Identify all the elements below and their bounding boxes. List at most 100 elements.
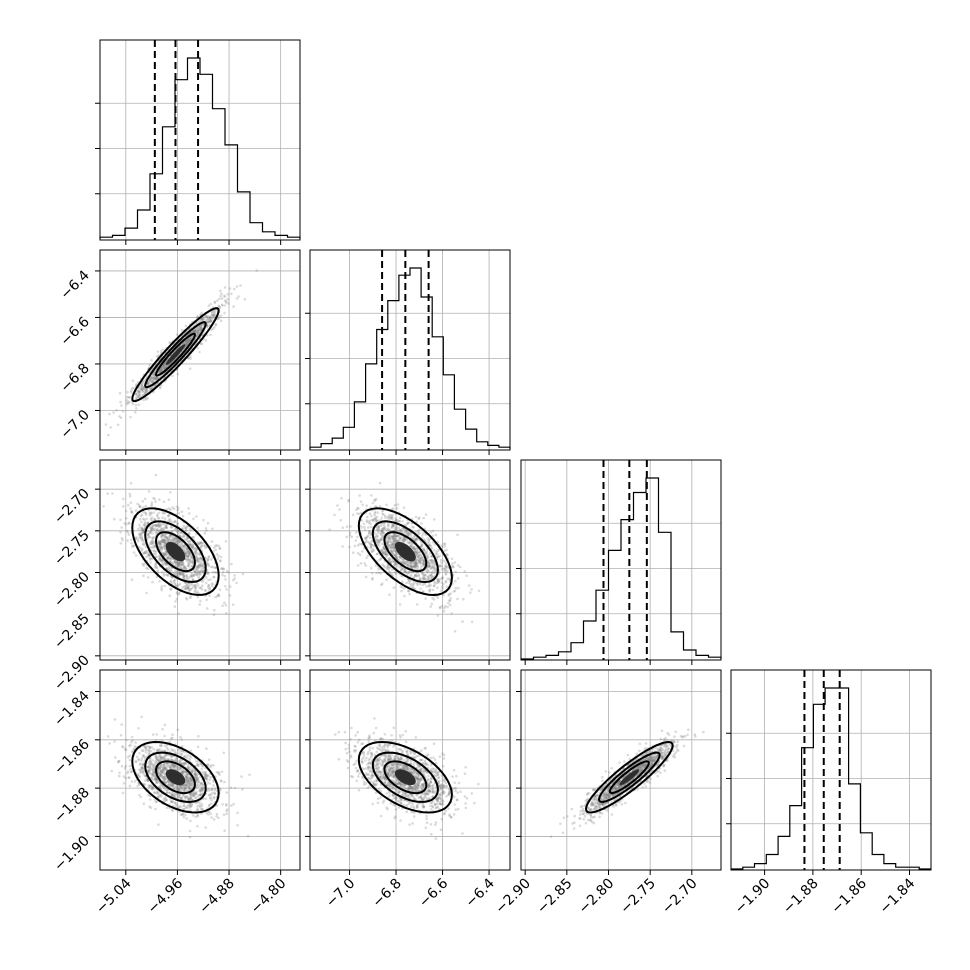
scatter-point [415,516,418,519]
scatter-point [383,548,386,551]
scatter-point [233,577,236,580]
scatter-point [160,589,163,592]
scatter-point [221,803,224,806]
scatter-point [157,350,160,353]
scatter-point [373,514,376,517]
scatter-point [422,577,425,580]
scatter-point [205,339,208,342]
scatter-point [145,505,148,508]
scatter-panel-2-1 [305,460,510,665]
scatter-point [396,564,399,567]
scatter-point [205,319,208,322]
scatter-point [177,543,180,546]
scatter-point [195,548,198,551]
scatter-point [108,413,111,416]
scatter-point [153,511,156,514]
scatter-point [121,537,124,540]
scatter-point [333,514,336,517]
scatter-point [410,574,413,577]
scatter-point [159,387,162,390]
scatter-point [208,304,211,307]
scatter-point [196,825,199,828]
scatter-point [183,567,186,570]
scatter-point [129,768,132,771]
scatter-point [130,482,133,485]
scatter-point [136,503,139,506]
scatter-point [130,391,133,394]
scatter-point [196,556,199,559]
scatter-point [224,304,227,307]
scatter-point [421,534,424,537]
scatter-point [199,794,202,797]
scatter-point [165,526,168,529]
scatter-point [401,520,404,523]
scatter-point [233,574,236,577]
scatter-point [390,526,393,529]
scatter-point [219,547,222,550]
scatter-point [445,581,448,584]
scatter-panel-2-0 [95,460,300,665]
scatter-point [397,535,400,538]
scatter-point [390,517,393,520]
scatter-point [422,563,425,566]
scatter-point [443,570,446,573]
scatter-point [183,585,186,588]
scatter-point [410,566,413,569]
scatter-point [221,604,224,607]
scatter-point [399,537,402,540]
scatter-point [396,507,399,510]
scatter-point [454,580,457,583]
scatter-point [440,590,443,593]
scatter-point [345,536,348,539]
scatter-point [403,587,406,590]
scatter-point [186,560,189,563]
scatter-point [145,592,148,595]
scatter-point [197,596,200,599]
scatter-point [381,582,384,585]
scatter-point [209,320,212,323]
scatter-point [357,564,360,567]
scatter-point [187,590,190,593]
scatter-point [366,536,369,539]
scatter-point [189,357,192,360]
scatter-point [386,566,389,569]
scatter-point [236,824,239,827]
scatter-point [431,603,434,606]
scatter-point [350,536,353,539]
scatter-point [426,585,429,588]
scatter-point [114,756,117,759]
scatter-point [399,517,402,520]
scatter-point [383,524,386,527]
scatter-point [400,568,403,571]
scatter-point [219,290,222,293]
scatter-point [361,550,364,553]
scatter-point [394,563,397,566]
scatter-point [433,572,436,575]
scatter-point [213,314,216,317]
scatter-point [190,555,193,558]
scatter-point [432,530,435,533]
scatter-point [163,545,166,548]
scatter-point [367,526,370,529]
scatter-point [377,539,380,542]
scatter-point [141,540,144,543]
scatter-point [376,535,379,538]
scatter-point [112,411,115,414]
scatter-point [120,542,123,545]
scatter-point [182,535,185,538]
scatter-point [144,523,147,526]
scatter-point [341,545,344,548]
scatter-point [442,594,445,597]
scatter-point [158,512,161,515]
scatter-point [406,564,409,567]
scatter-point [212,784,215,787]
scatter-point [453,590,456,593]
scatter-point [455,587,458,590]
scatter-point [145,556,148,559]
scatter-point [155,553,158,556]
scatter-point [126,403,129,406]
scatter-point [119,392,122,395]
scatter-point [469,591,472,594]
scatter-point [211,312,214,315]
